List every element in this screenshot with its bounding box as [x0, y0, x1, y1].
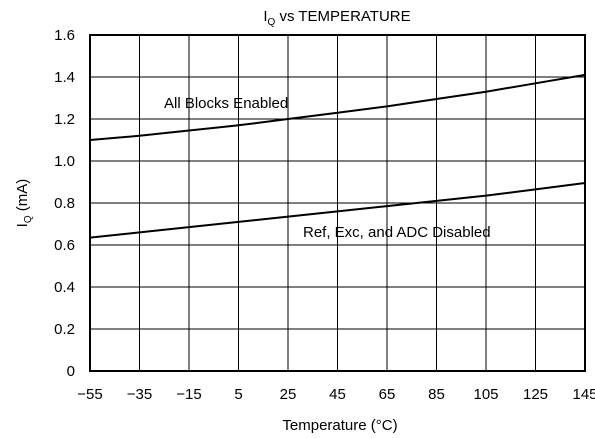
x-tick-label: −35: [127, 386, 152, 403]
y-tick-label: 0.8: [54, 195, 75, 212]
chart-title: IQ vs TEMPERATURE: [263, 8, 410, 28]
y-tick-label: 1.2: [54, 111, 75, 128]
y-axis-label-main: I: [14, 223, 31, 227]
x-tick-label: 105: [473, 386, 498, 403]
x-axis-label: Temperature (°C): [282, 417, 397, 434]
x-tick-label: 5: [234, 386, 242, 403]
x-tick-label: 65: [379, 386, 396, 403]
y-tick-label: 0.2: [54, 321, 75, 338]
grid: [89, 34, 586, 372]
series-label-all-blocks-enabled: All Blocks Enabled: [164, 95, 288, 112]
x-tick-label: −15: [176, 386, 201, 403]
x-tick-label: 45: [329, 386, 346, 403]
plot-frame: [89, 34, 586, 372]
x-tick-label: 25: [280, 386, 297, 403]
y-tick-label: 1.0: [54, 153, 75, 170]
series-line-1: [89, 182, 586, 239]
x-tick-label: −55: [77, 386, 102, 403]
y-tick-labels: 0 0.2 0.4 0.6 0.8 1.0 1.2 1.4 1.6: [54, 27, 75, 380]
chart-title-rest: vs TEMPERATURE: [275, 8, 410, 25]
y-tick-label: 1.6: [54, 27, 75, 44]
series-line-0: [89, 73, 586, 141]
y-axis-label: IQ (mA): [14, 179, 34, 228]
chart-title-sub: Q: [268, 17, 276, 28]
x-tick-labels: −55 −35 −15 5 25 45 65 85 105 125 145: [77, 386, 595, 403]
x-tick-label: 125: [523, 386, 548, 403]
series-lines: [89, 73, 586, 239]
chart-title-main: I: [263, 8, 267, 25]
x-tick-label: 145: [572, 386, 595, 403]
y-axis-label-rest: (mA): [14, 179, 31, 216]
y-axis-label-sub: Q: [23, 215, 34, 223]
y-tick-label: 0: [67, 363, 75, 380]
series-label-ref-exc-adc-disabled: Ref, Exc, and ADC Disabled: [303, 224, 491, 241]
y-tick-label: 1.4: [54, 69, 75, 86]
x-tick-label: 85: [428, 386, 445, 403]
y-tick-label: 0.4: [54, 279, 75, 296]
y-tick-label: 0.6: [54, 237, 75, 254]
